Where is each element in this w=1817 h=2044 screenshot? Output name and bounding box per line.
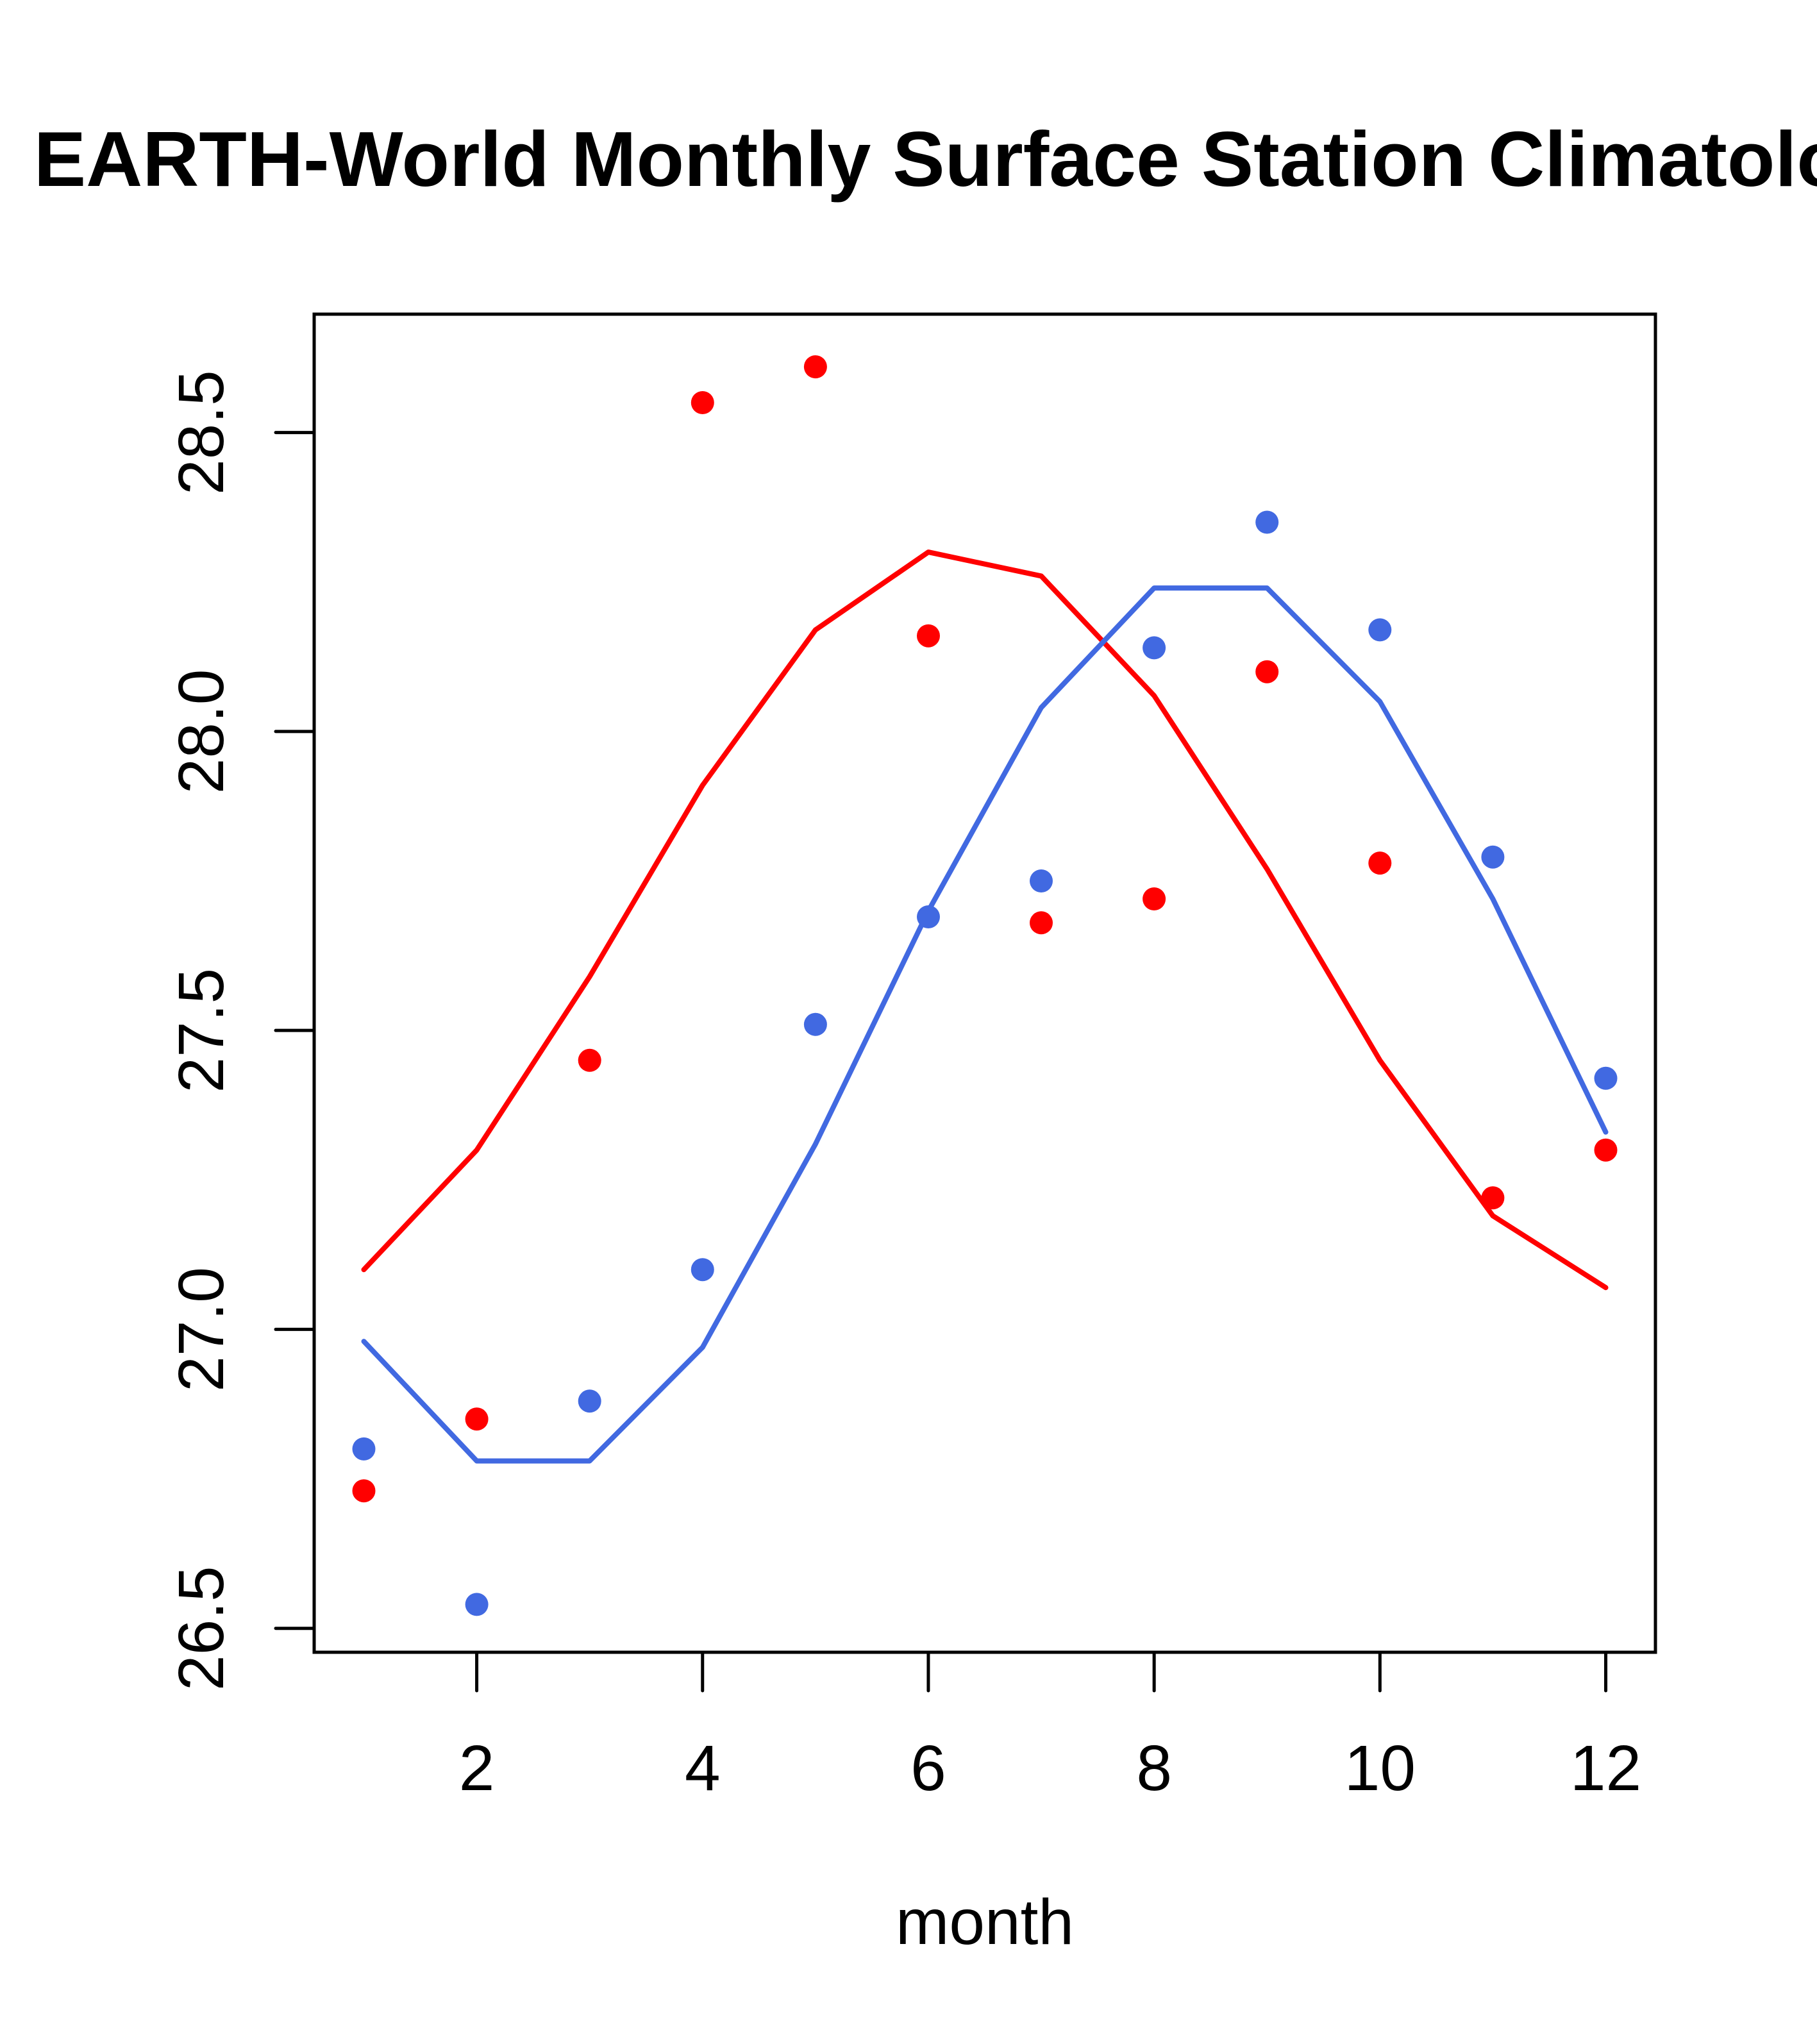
red-point-month-5	[803, 355, 827, 379]
blue-line-series	[361, 585, 1609, 1464]
blue-point-month-6	[917, 905, 940, 928]
red-point-month-3	[578, 1048, 601, 1072]
red-point-month-11	[1481, 1186, 1505, 1210]
series-layer	[352, 355, 1618, 1616]
x-axis: 2 4 6 8 10 12	[459, 1650, 1641, 1804]
red-point-month-1	[352, 1479, 376, 1503]
chart-title: EARTH-World Monthly Surface Station Clim…	[34, 115, 1817, 203]
blue-point-month-8	[1143, 636, 1166, 660]
blue-point-month-1	[352, 1437, 376, 1461]
blue-point-month-3	[578, 1389, 601, 1413]
red-point-month-2	[465, 1407, 489, 1431]
blue-point-month-2	[465, 1593, 489, 1616]
red-point-month-9	[1255, 660, 1279, 683]
blue-point-month-11	[1481, 845, 1505, 869]
x-tick-label: 12	[1570, 1732, 1641, 1804]
y-tick-label: 28.5	[165, 370, 237, 495]
red-point-month-7	[1030, 911, 1053, 935]
y-axis: 26.5 27.0 27.5 28.0 28.5	[165, 370, 316, 1691]
red-point-month-10	[1368, 851, 1392, 875]
red-point-month-6	[917, 624, 940, 648]
red-line-series	[361, 549, 1609, 1291]
y-tick-label: 26.5	[165, 1566, 237, 1691]
red-point-month-12	[1594, 1138, 1618, 1162]
y-tick-label: 27.0	[165, 1267, 237, 1392]
blue-point-month-9	[1255, 510, 1279, 534]
x-tick-label: 2	[459, 1732, 495, 1804]
red-points-series	[352, 355, 1618, 1503]
blue-point-month-7	[1030, 869, 1053, 892]
y-tick-label: 28.0	[165, 669, 237, 794]
blue-point-month-12	[1594, 1066, 1618, 1090]
red-point-month-4	[691, 391, 714, 414]
x-axis-label: month	[896, 1886, 1074, 1958]
x-tick-label: 10	[1344, 1732, 1416, 1804]
blue-point-month-4	[691, 1258, 714, 1282]
blue-points-series	[352, 510, 1618, 1616]
x-tick-label: 4	[685, 1732, 721, 1804]
x-tick-label: 6	[910, 1732, 946, 1804]
blue-point-month-5	[803, 1012, 827, 1036]
x-tick-label: 8	[1136, 1732, 1172, 1804]
blue-point-month-10	[1368, 618, 1392, 642]
y-tick-label: 27.5	[165, 968, 237, 1093]
red-point-month-8	[1143, 887, 1166, 910]
